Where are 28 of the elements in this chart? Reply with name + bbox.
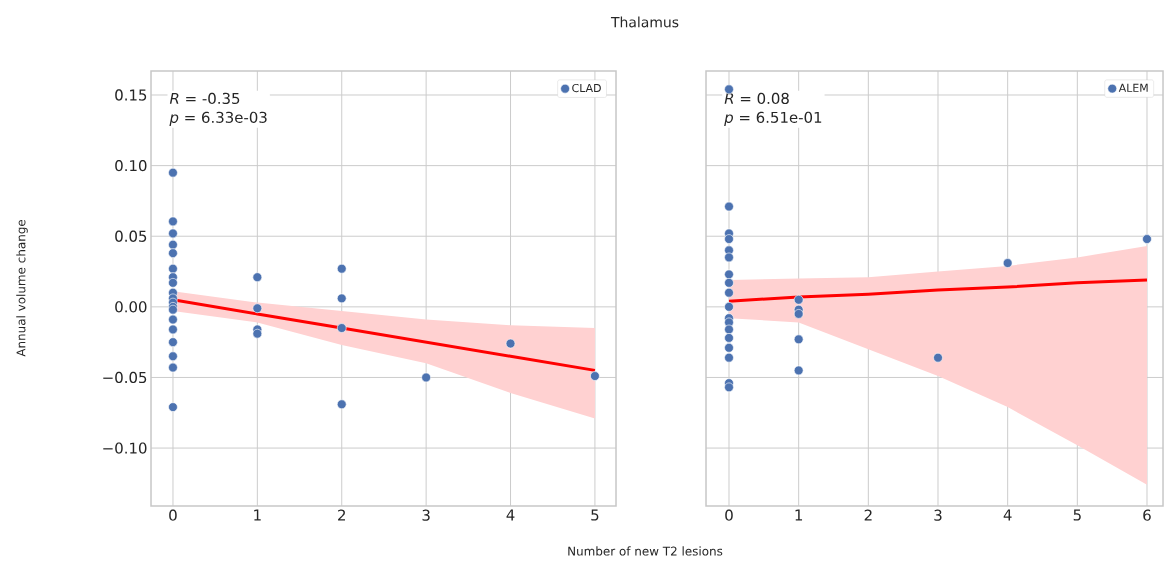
x-tick-label: 3 — [422, 509, 430, 521]
y-tick-label: 0.10 — [115, 159, 147, 172]
y-tick-label: 0.15 — [115, 89, 147, 101]
y-tick-label: 0.05 — [115, 230, 147, 242]
text: Thalamus — [610, 16, 679, 28]
y-axis-title: Annual volume change — [16, 219, 28, 357]
x-tick-label: 1 — [795, 509, 803, 521]
x-tick-label: 4 — [1003, 509, 1012, 521]
x-tick-label: 2 — [864, 509, 872, 521]
annotation: p = 6.33e-03 — [169, 111, 267, 126]
x-axis-title: Number of new T2 lesions — [568, 546, 723, 556]
legend-label: CLAD — [572, 83, 601, 93]
x-tick-label: 6 — [1143, 509, 1151, 521]
legend-label: ALEM — [1118, 83, 1148, 92]
annotation: p = 6.51e-01 — [724, 111, 822, 126]
x-tick-label: 0 — [725, 509, 733, 521]
x-tick-label: 1 — [254, 509, 261, 521]
x-tick-label: 2 — [338, 509, 345, 521]
annotation: R = 0.08 — [724, 92, 789, 105]
x-tick-label: 3 — [934, 509, 942, 521]
x-tick-label: 5 — [591, 509, 599, 521]
x-tick-label: 0 — [169, 509, 177, 521]
annotation: R = -0.35 — [169, 92, 240, 105]
x-tick-label: 4 — [506, 509, 515, 521]
x-tick-label: 5 — [1073, 509, 1081, 521]
y-tick-label: −0.10 — [103, 442, 147, 454]
y-tick-label: −0.05 — [103, 371, 147, 384]
y-tick-label: 0.00 — [115, 301, 147, 313]
